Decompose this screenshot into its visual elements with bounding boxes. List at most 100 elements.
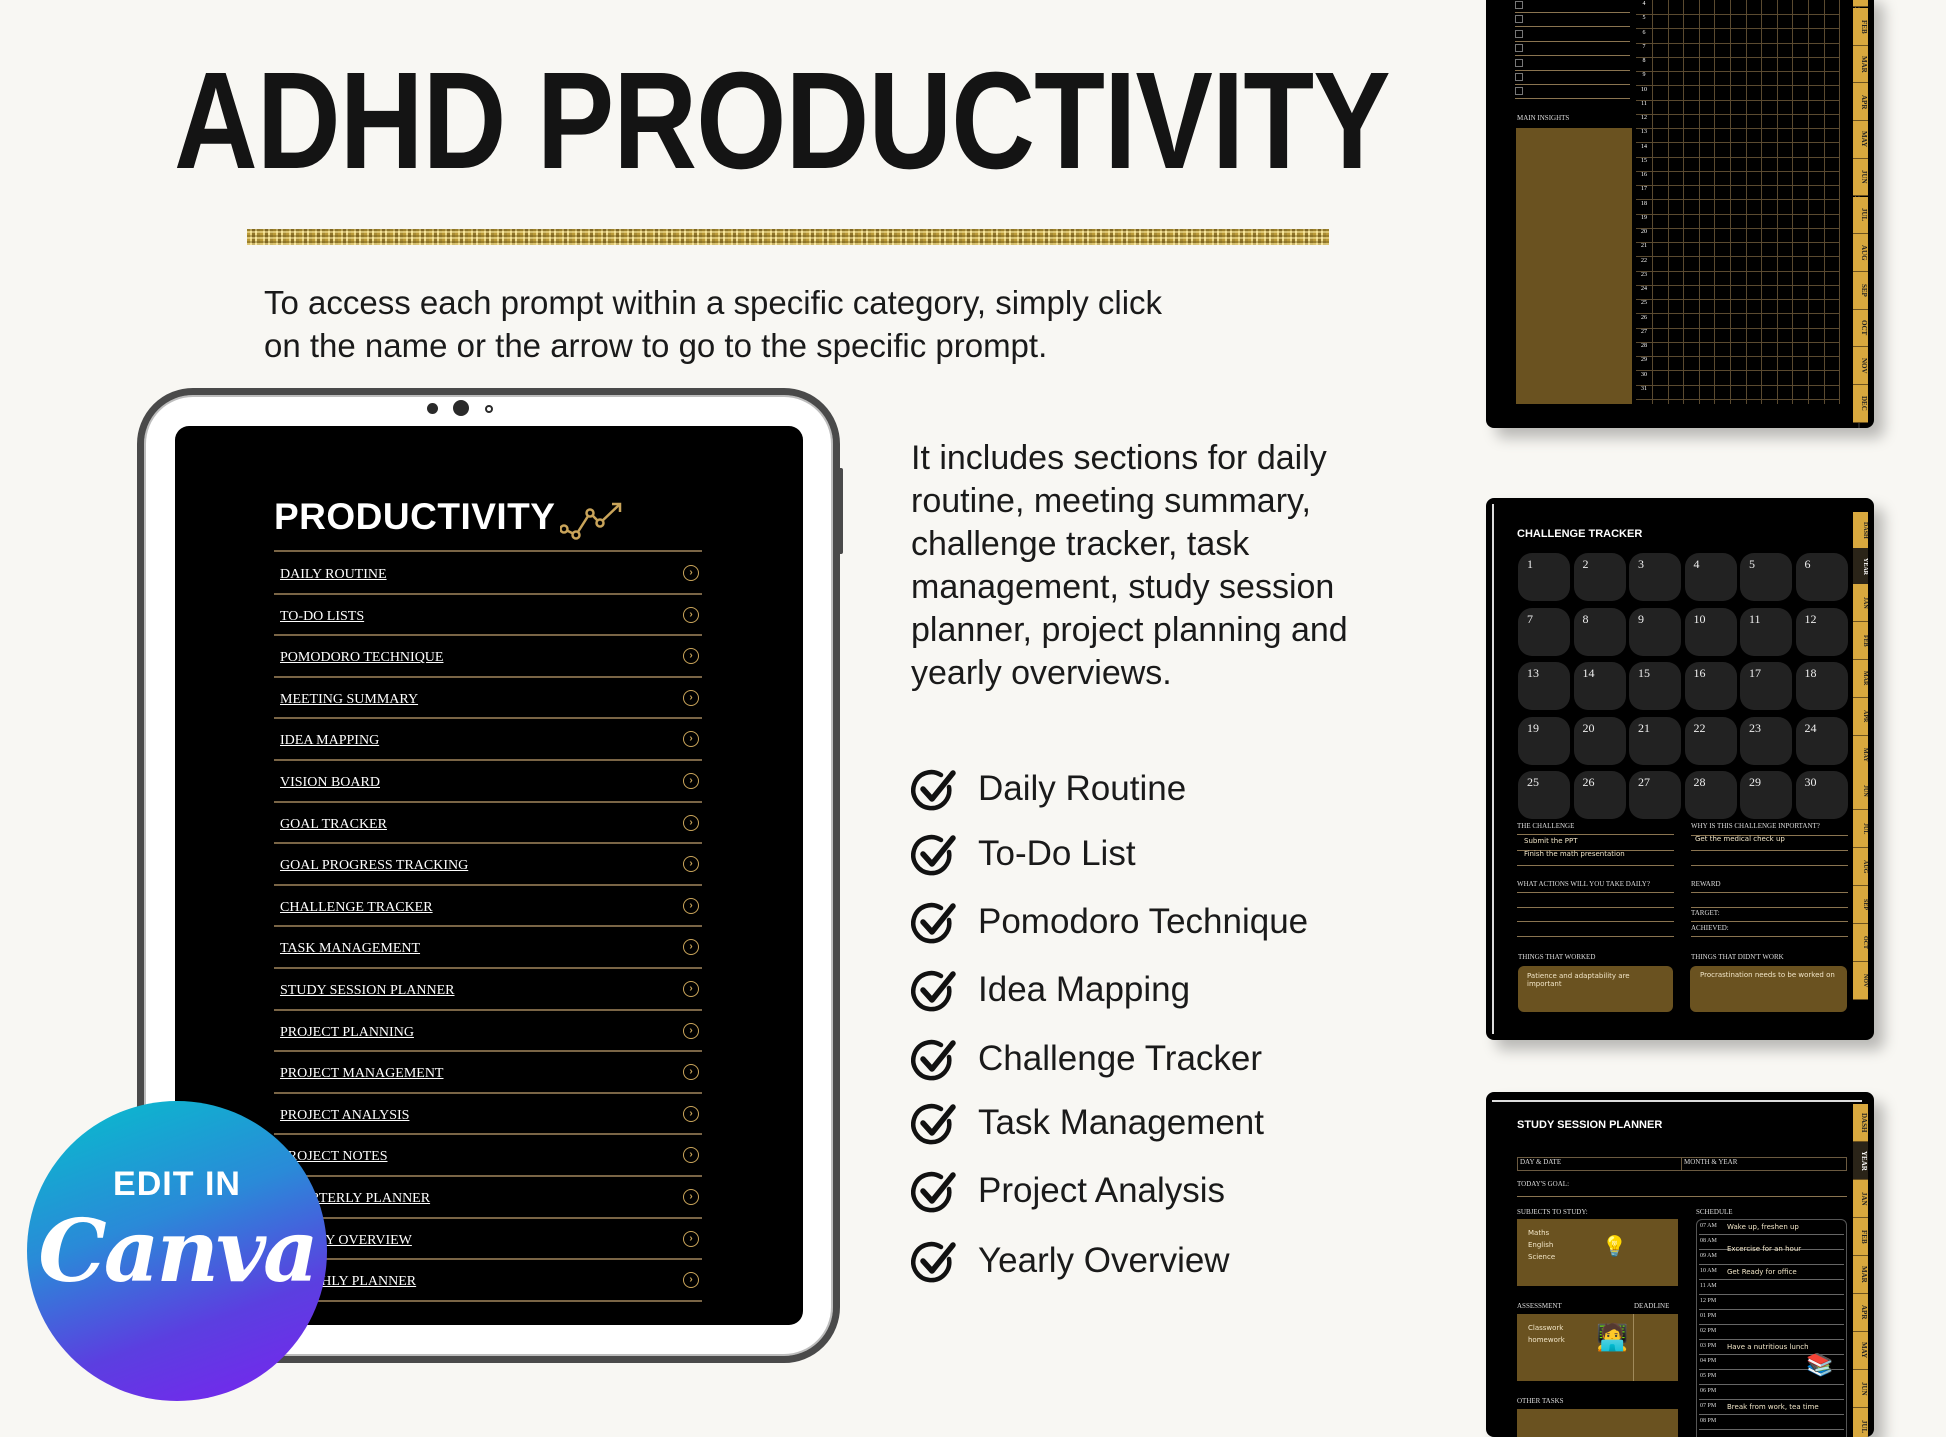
day-cell[interactable]: 22 xyxy=(1684,716,1737,765)
tab-sep[interactable]: SEP xyxy=(1853,886,1868,924)
day-cell[interactable]: 21 xyxy=(1629,716,1681,765)
tab-nov[interactable]: NOV xyxy=(1853,347,1868,385)
day-cell[interactable]: 8 xyxy=(1573,607,1626,656)
circle-chevron-right-icon[interactable]: › xyxy=(683,1105,699,1122)
day-cell[interactable]: 14 xyxy=(1573,662,1626,710)
circle-chevron-right-icon[interactable]: › xyxy=(683,981,699,997)
day-cell[interactable]: 5 xyxy=(1740,553,1792,601)
tab-year[interactable]: YEAR xyxy=(1853,1142,1868,1180)
circle-chevron-right-icon[interactable]: › xyxy=(683,565,699,581)
tab-aug[interactable]: AUG xyxy=(1853,234,1868,272)
tab-dec[interactable]: DEC xyxy=(1853,385,1868,423)
day-cell[interactable]: 17 xyxy=(1740,662,1792,710)
circle-chevron-right-icon[interactable]: › xyxy=(683,648,699,665)
tab-sep[interactable]: SEP xyxy=(1853,271,1868,310)
menu-item-vision-board[interactable]: VISION BOARD xyxy=(280,775,380,790)
circle-chevron-right-icon[interactable]: › xyxy=(683,773,699,789)
day-cell[interactable]: 10 xyxy=(1684,607,1737,656)
menu-item-idea-mapping[interactable]: IDEA MAPPING xyxy=(280,733,380,749)
tab-mar[interactable]: MAR xyxy=(1853,1256,1868,1294)
menu-item-challenge-tracker[interactable]: CHALLENGE TRACKER xyxy=(280,899,433,915)
tab-feb[interactable]: FEB xyxy=(1853,1218,1868,1256)
menu-item-pomodoro-technique[interactable]: POMODORO TECHNIQUE xyxy=(280,650,444,666)
tab-feb[interactable]: FEB xyxy=(1853,8,1868,46)
day-cell[interactable]: 20 xyxy=(1573,716,1626,765)
edit-in-canva-badge[interactable]: EDIT IN Canva xyxy=(27,1101,327,1401)
day-cell[interactable]: 7 xyxy=(1518,607,1570,656)
tab-may[interactable]: MAY xyxy=(1853,736,1868,774)
day-cell[interactable]: 1 xyxy=(1518,553,1570,601)
tab-apr[interactable]: APR xyxy=(1853,83,1868,122)
tab-aug[interactable]: AUG xyxy=(1853,848,1868,886)
tab-jul[interactable]: JUL xyxy=(1853,196,1868,235)
menu-item-to-do-lists[interactable]: TO-DO LISTS xyxy=(280,608,365,624)
day-cell[interactable]: 19 xyxy=(1518,716,1570,765)
day-cell[interactable]: 18 xyxy=(1795,662,1848,710)
day-cell[interactable]: 27 xyxy=(1629,771,1681,819)
menu-item-task-management[interactable]: TASK MANAGEMENT xyxy=(280,941,421,957)
circle-chevron-right-icon[interactable]: › xyxy=(683,897,699,914)
menu-item-goal-progress-tracking[interactable]: GOAL PROGRESS TRACKING xyxy=(280,858,469,874)
circle-chevron-right-icon[interactable]: › xyxy=(683,1272,699,1289)
tab-may[interactable]: MAY xyxy=(1853,1332,1868,1370)
tab-jan[interactable]: JAN xyxy=(1853,1180,1868,1218)
circle-chevron-right-icon[interactable]: › xyxy=(683,731,699,748)
menu-item-meeting-summary[interactable]: MEETING SUMMARY xyxy=(280,691,419,707)
tab-year[interactable]: YEAR xyxy=(1853,548,1868,586)
day-cell[interactable]: 9 xyxy=(1629,607,1681,656)
circle-chevron-right-icon[interactable]: › xyxy=(683,814,699,831)
tab-apr[interactable]: APR xyxy=(1853,1294,1868,1332)
circle-chevron-right-icon[interactable]: › xyxy=(683,689,699,706)
tab-oct[interactable]: OCT xyxy=(1853,309,1868,348)
menu-item-goal-tracker[interactable]: GOAL TRACKER xyxy=(280,816,387,832)
tab-oct[interactable]: OCT xyxy=(1853,924,1868,962)
day-cell[interactable]: 24 xyxy=(1795,716,1848,765)
menu-item-project-notes[interactable]: PROJECT NOTES xyxy=(280,1149,388,1165)
day-cell[interactable]: 16 xyxy=(1684,662,1737,710)
tab-may[interactable]: MAY xyxy=(1853,121,1868,159)
day-cell[interactable]: 23 xyxy=(1740,716,1792,765)
circle-chevron-right-icon[interactable]: › xyxy=(683,856,699,873)
tab-jun[interactable]: JUN xyxy=(1853,1370,1868,1408)
menu-item-project-management[interactable]: PROJECT MANAGEMENT xyxy=(280,1066,444,1082)
day-cell[interactable]: 25 xyxy=(1518,771,1570,819)
menu-item-project-analysis[interactable]: PROJECT ANALYSIS xyxy=(280,1107,410,1123)
day-cell[interactable]: 6 xyxy=(1795,553,1848,601)
day-cell[interactable]: 29 xyxy=(1740,771,1792,819)
menu-item-project-planning[interactable]: PROJECT PLANNING xyxy=(280,1024,414,1040)
circle-chevron-right-icon[interactable]: › xyxy=(683,606,699,623)
tab-dash[interactable]: DASH xyxy=(1853,1104,1868,1142)
tab-jan[interactable]: JAN xyxy=(1853,584,1868,622)
day-cell[interactable]: 12 xyxy=(1795,607,1848,656)
day-cell[interactable]: 26 xyxy=(1573,771,1626,819)
day-cell[interactable]: 11 xyxy=(1740,607,1792,656)
tab-jul[interactable]: JUL xyxy=(1853,810,1868,848)
tab-mar[interactable]: MAR xyxy=(1853,45,1868,84)
tab-jun[interactable]: JUN xyxy=(1853,158,1868,197)
circle-chevron-right-icon[interactable]: › xyxy=(683,1189,699,1205)
day-cell[interactable]: 13 xyxy=(1518,662,1570,710)
tab-jan[interactable] xyxy=(1853,0,1868,7)
tab-jul[interactable]: JUL xyxy=(1853,1408,1868,1437)
day-cell[interactable]: 15 xyxy=(1629,662,1681,710)
tab-dash[interactable]: DASH xyxy=(1853,512,1868,550)
circle-chevron-right-icon[interactable]: › xyxy=(683,1064,699,1081)
menu-item-daily-routine[interactable]: DAILY ROUTINE xyxy=(280,567,387,582)
tab-mar[interactable]: MAR xyxy=(1853,660,1868,698)
day-cell[interactable]: 2 xyxy=(1573,553,1626,601)
tab-jun[interactable]: JUN xyxy=(1853,772,1868,810)
checklist-item: Daily Routine xyxy=(978,769,1187,808)
menu-item-study-session-planner[interactable]: STUDY SESSION PLANNER xyxy=(280,983,455,998)
day-cell[interactable]: 4 xyxy=(1684,553,1737,601)
deadline-label: DEADLINE xyxy=(1634,1302,1670,1310)
day-cell[interactable]: 28 xyxy=(1684,771,1737,819)
circle-chevron-right-icon[interactable]: › xyxy=(683,1230,699,1247)
circle-chevron-right-icon[interactable]: › xyxy=(683,939,699,956)
tab-nov[interactable]: NOV xyxy=(1853,962,1868,1000)
tab-apr[interactable]: APR xyxy=(1853,698,1868,736)
circle-chevron-right-icon[interactable]: › xyxy=(683,1022,699,1039)
circle-chevron-right-icon[interactable]: › xyxy=(683,1147,699,1164)
day-cell[interactable]: 30 xyxy=(1795,771,1848,819)
day-cell[interactable]: 3 xyxy=(1629,553,1681,601)
tab-feb[interactable]: FEB xyxy=(1853,622,1868,660)
